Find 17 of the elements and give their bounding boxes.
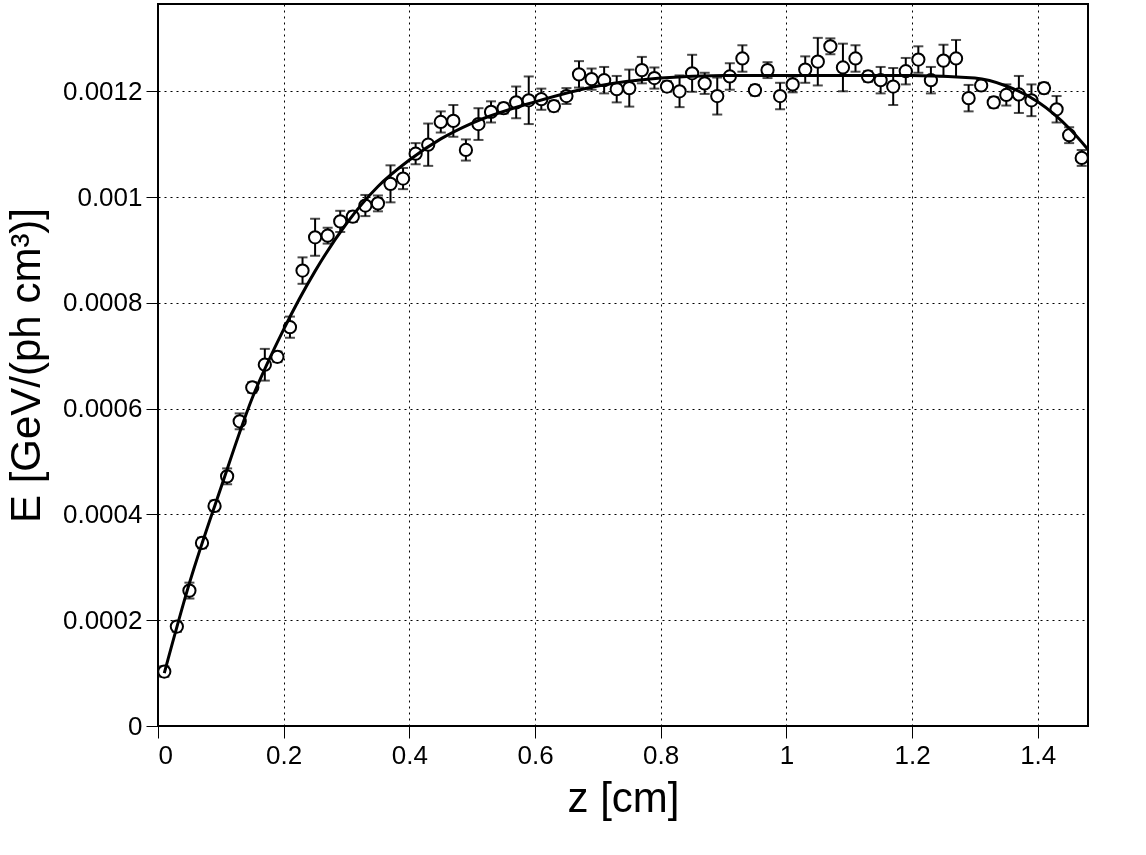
x-tick-label: 1.2 [894,739,931,770]
y-tick-label: 0.0006 [62,393,143,424]
y-tick-label: 0.001 [77,181,143,212]
y-tick-label: 0.0012 [62,75,143,106]
x-tick-label: 1.4 [1020,739,1057,770]
x-tick-label: 0 [158,739,173,770]
x-axis-title: z [cm] [567,773,680,821]
y-tick-label: 0 [128,710,143,741]
x-tick-label: 0.8 [643,739,680,770]
x-tick-label: 0.4 [391,739,428,770]
x-tick-label: 0.2 [266,739,303,770]
y-tick-label: 0.0008 [62,287,143,318]
y-axis-title: E [GeV/(ph cm³)] [1,207,49,524]
x-tick-label: 0.6 [517,739,554,770]
x-tick-label: 1 [779,739,795,770]
y-tick-label: 0.0004 [62,498,143,529]
y-tick-label: 0.0002 [62,604,143,635]
